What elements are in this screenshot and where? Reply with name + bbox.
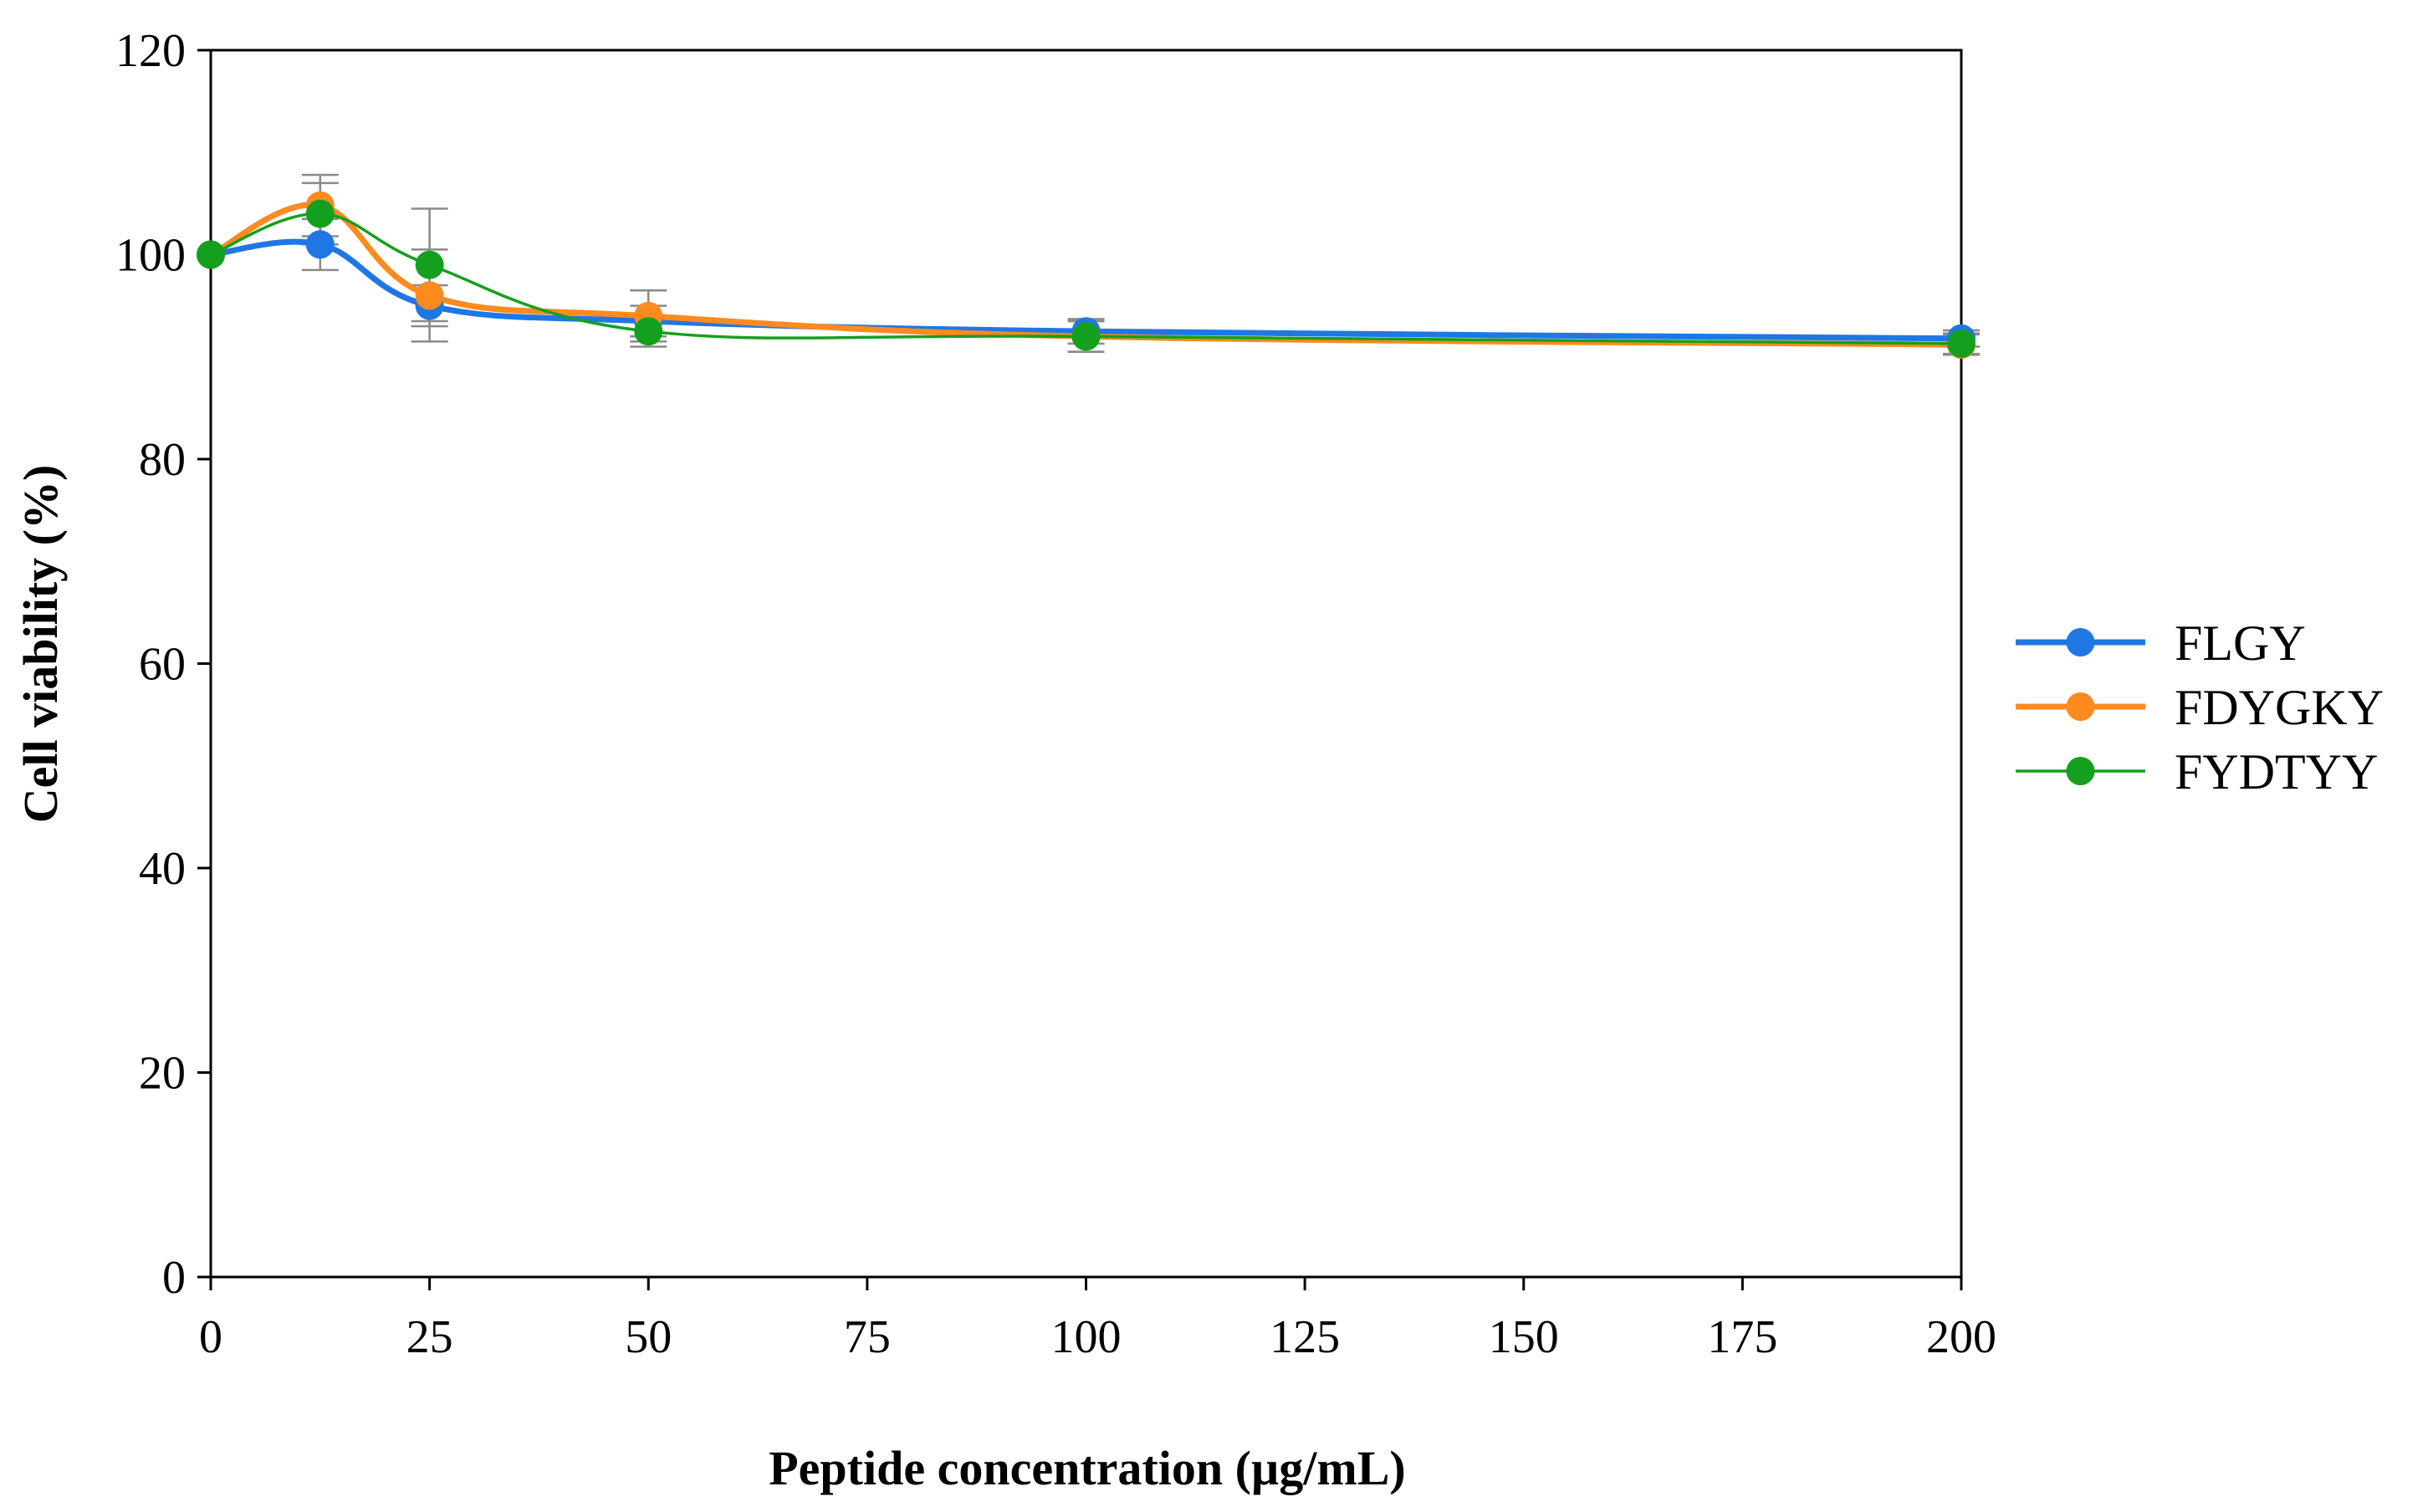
y-tick-label-60: 60 (139, 639, 186, 691)
y-tick-label-80: 80 (139, 434, 186, 486)
x-tick-label-125: 125 (1270, 1311, 1340, 1363)
x-tick-label-75: 75 (844, 1311, 891, 1363)
x-tick-label-200: 200 (1926, 1311, 1996, 1363)
point-fydtyy-25 (415, 250, 444, 279)
x-tick-label-150: 150 (1489, 1311, 1559, 1363)
point-fydtyy-200 (1947, 329, 1976, 358)
series-lines (209, 202, 1962, 348)
x-tick-label-0: 0 (199, 1311, 222, 1363)
axes: 0 20 40 60 80 100 120 0 25 50 75 100 125 150 175 200 (115, 25, 1996, 1363)
legend-marker-fdygky (2066, 692, 2095, 721)
x-tick-label-50: 50 (625, 1311, 672, 1363)
x-tick-label-100: 100 (1051, 1311, 1122, 1363)
x-tick-label-175: 175 (1707, 1311, 1777, 1363)
point-fydtyy-100 (1071, 322, 1101, 351)
point-flgy-12.5 (305, 230, 335, 259)
point-fdygky-25 (415, 281, 444, 310)
legend-label-flgy: FLGY (2175, 616, 2306, 671)
error-bars (301, 173, 1980, 356)
legend-marker-flgy (2066, 628, 2095, 656)
y-tick-label-120: 120 (115, 25, 186, 77)
point-fydtyy-50 (634, 317, 663, 346)
series-markers (197, 191, 1976, 360)
y-tick-label-20: 20 (139, 1048, 186, 1100)
series-line-flgy (210, 238, 1962, 342)
y-axis-title: Cell viability (%) (13, 465, 68, 824)
y-tick-label-40: 40 (139, 843, 186, 895)
legend-label-fdygky: FDYGKY (2175, 680, 2384, 735)
point-fydtyy-12.5 (305, 199, 335, 228)
x-axis-title: Peptide concentration (µg/mL) (769, 1441, 1406, 1495)
y-tick-label-100: 100 (115, 230, 186, 282)
legend: FLGY FDYGKY FYDTYY (2016, 616, 2384, 799)
plot-frame (209, 49, 1963, 1279)
series-line-fydtyy (210, 212, 1962, 345)
x-tick-label-25: 25 (406, 1311, 453, 1363)
legend-marker-fydtyy (2066, 757, 2095, 785)
point-fydtyy-0 (197, 240, 225, 269)
series-line-fdygky (209, 202, 1962, 348)
y-tick-label-0: 0 (162, 1252, 186, 1304)
legend-label-fydtyy: FYDTYY (2175, 744, 2378, 799)
